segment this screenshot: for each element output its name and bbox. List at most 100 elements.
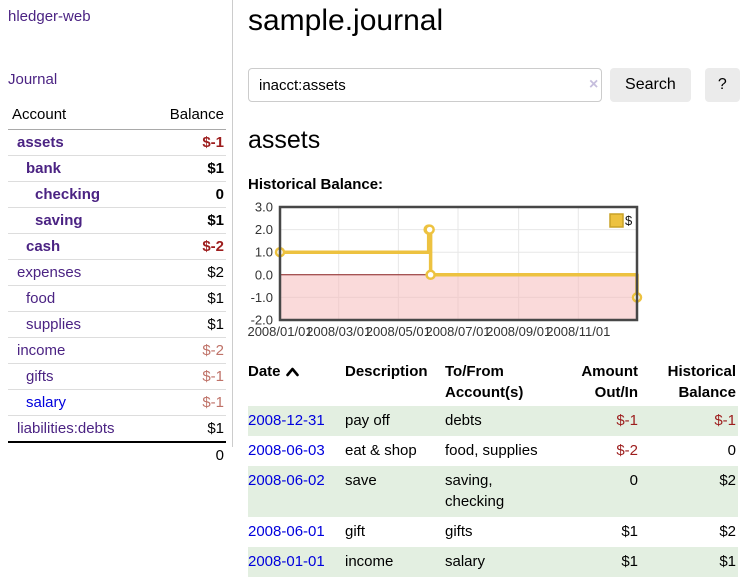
- account-balance: $1: [207, 420, 224, 437]
- chart-y-tick-label: 2.0: [255, 222, 273, 237]
- register-description-cell: save: [345, 471, 377, 489]
- chart-y-tick-label: 3.0: [255, 200, 273, 215]
- sidebar-account-link-expenses[interactable]: expenses: [17, 264, 82, 281]
- sidebar-account-row: food $1: [8, 286, 226, 312]
- register-date-link[interactable]: 2008-12-31: [248, 412, 325, 429]
- chart-border: [278, 205, 639, 322]
- sidebar-account-link-assets[interactable]: assets: [17, 134, 64, 151]
- register-description-cell: eat & shop: [345, 441, 417, 459]
- account-balance: $1: [207, 212, 224, 229]
- sidebar-account-table: Account Balance assets $-1 bank $1 checking 0…: [8, 103, 226, 468]
- register-balance-cell: $1: [719, 552, 736, 570]
- account-balance: $-2: [202, 238, 224, 255]
- account-balance: 0: [215, 186, 224, 203]
- register-tbody: 2008-12-31 pay off debts $-1 $-1 2008-06-03 ea…: [248, 406, 738, 577]
- register-description-cell: gift: [345, 523, 366, 540]
- register-header-description[interactable]: Description: [345, 363, 428, 380]
- register-header-date[interactable]: Date: [248, 359, 345, 406]
- sidebar-account-row: assets $-1: [8, 130, 226, 156]
- register-row: 2008-06-01 gift gifts $1 $2: [248, 517, 738, 547]
- account-balance: $1: [207, 160, 224, 177]
- sidebar-account-row: cash $-2: [8, 234, 226, 260]
- chart-y-tick-label: 1.0: [255, 245, 273, 260]
- app-brand-link[interactable]: hledger-web: [8, 8, 91, 25]
- register-amount-cell: 0: [629, 471, 638, 489]
- search-form: × Search ?: [248, 68, 740, 102]
- register-accounts-cell: saving, checking: [445, 471, 505, 511]
- sidebar-account-link-saving[interactable]: saving: [35, 212, 83, 229]
- sidebar-account-link-income[interactable]: income: [17, 342, 66, 359]
- sidebar-account-row: saving $1: [8, 208, 226, 234]
- register-date-link[interactable]: 2008-06-01: [248, 523, 325, 540]
- register-row: 2008-12-31 pay off debts $-1 $-1: [248, 406, 738, 436]
- chart-y-tick-label: 0.0: [255, 267, 273, 282]
- register-balance-cell: $2: [719, 523, 736, 540]
- account-balance: $2: [207, 264, 224, 281]
- register-header-balance[interactable]: Historical Balance: [667, 363, 736, 401]
- register-row: 2008-01-01 income salary $1 $1: [248, 546, 738, 577]
- sidebar-divider: [232, 0, 233, 447]
- register-row: 2008-06-02 save saving, checking 0 $2: [248, 465, 738, 518]
- account-balance: $-1: [202, 368, 224, 385]
- register-amount-cell: $-2: [616, 441, 638, 459]
- search-button[interactable]: Search: [610, 68, 691, 102]
- register-description-cell: income: [345, 552, 394, 570]
- account-balance: $1: [207, 290, 224, 307]
- sidebar-account-link-checking[interactable]: checking: [35, 186, 101, 203]
- register-balance-cell: 0: [727, 441, 736, 459]
- chart-x-tick-label: 2008/03/01: [306, 324, 371, 339]
- chart-y-tick-label: -1.0: [251, 290, 273, 305]
- register-date-link[interactable]: 2008-01-01: [248, 552, 325, 570]
- help-button[interactable]: ?: [704, 68, 740, 102]
- page-title: sample.journal: [248, 4, 444, 37]
- chart-legend-label: $: [625, 213, 633, 228]
- register-accounts-cell: debts: [445, 412, 482, 429]
- register-accounts-cell: gifts: [445, 523, 473, 540]
- sidebar-account-link-food[interactable]: food: [26, 290, 56, 307]
- chart-x-tick-label: 2008/05/01: [366, 324, 431, 339]
- sidebar-account-link-cash[interactable]: cash: [26, 238, 61, 255]
- register-balance-cell: $2: [719, 471, 736, 489]
- register-table: Date Description To/From Account(s) Amou…: [248, 359, 738, 577]
- account-balance: $-2: [202, 342, 224, 359]
- chart-legend-swatch: [609, 213, 624, 228]
- sidebar-account-link-liabilities-debts[interactable]: liabilities:debts: [17, 420, 115, 437]
- chart-x-tick-label: 2008/11/01: [546, 324, 610, 339]
- search-input[interactable]: [248, 68, 603, 102]
- sidebar-account-row: salary $-1: [8, 390, 226, 416]
- register-header-amount[interactable]: Amount Out/In: [581, 363, 638, 401]
- clear-search-icon[interactable]: ×: [589, 76, 599, 93]
- register-header-accounts[interactable]: To/From Account(s): [445, 363, 524, 401]
- register-description-cell: pay off: [345, 412, 390, 429]
- sidebar-account-table-header: Account Balance: [8, 103, 226, 130]
- sidebar-total-row: 0: [8, 441, 226, 468]
- balance-column-header: Balance: [169, 106, 224, 123]
- sidebar-account-link-salary[interactable]: salary: [26, 394, 67, 411]
- chart-x-tick-label: 2008/09/01: [486, 324, 551, 339]
- main-content: sample.journal × Search ? assets Histori…: [247, 0, 740, 577]
- register-header-date-label: Date: [248, 363, 281, 380]
- register-accounts-cell: food, supplies: [445, 441, 538, 459]
- sidebar-account-row: expenses $2: [8, 260, 226, 286]
- chart-negative-region: [280, 274, 637, 320]
- account-balance: $-1: [202, 134, 224, 151]
- register-date-link[interactable]: 2008-06-02: [248, 471, 325, 489]
- sidebar-account-link-supplies[interactable]: supplies: [26, 316, 82, 333]
- sidebar-account-link-bank[interactable]: bank: [26, 160, 62, 177]
- sidebar-item-journal[interactable]: Journal: [8, 71, 58, 88]
- sidebar-account-link-gifts[interactable]: gifts: [26, 368, 54, 385]
- chart-x-tick-label: 2008/01/01: [247, 324, 312, 339]
- sidebar-account-row: income $-2: [8, 338, 226, 364]
- register-date-cell: 2008-06-01: [248, 517, 345, 547]
- sidebar-account-row: checking 0: [8, 182, 226, 208]
- register-accounts-cell: salary: [445, 552, 486, 570]
- account-balance: $-1: [202, 394, 224, 411]
- register-date-link[interactable]: 2008-06-03: [248, 441, 325, 459]
- balance-chart-svg: $3.0 2.0 1.0 0.0 -1.0 -2.02008/01/012008/03/0…: [247, 200, 643, 339]
- register-balance-cell: $-1: [714, 412, 736, 429]
- sidebar-total-value: 0: [215, 447, 224, 464]
- register-date-cell: 2008-01-01: [248, 547, 345, 577]
- register-date-cell: 2008-06-02: [248, 466, 345, 518]
- account-balance: $1: [207, 316, 224, 333]
- sidebar-account-row: bank $1: [8, 156, 226, 182]
